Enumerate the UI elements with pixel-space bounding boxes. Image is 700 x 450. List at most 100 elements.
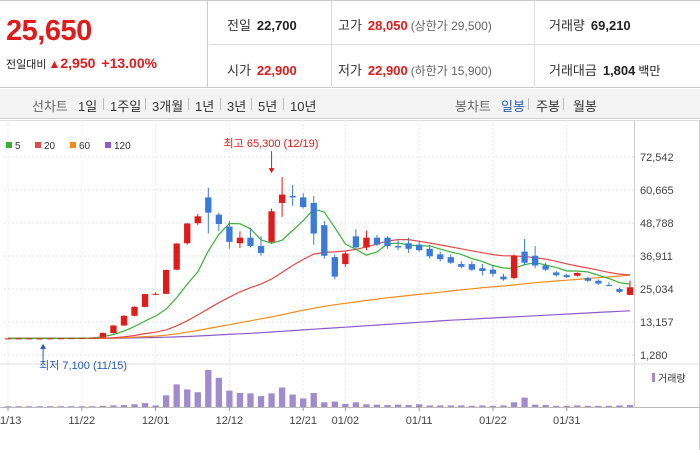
- min-arrow-head: [40, 343, 47, 349]
- y-tick-label: 25,034: [640, 284, 674, 296]
- candle-body: [226, 226, 233, 242]
- low-label: 저가: [338, 63, 362, 78]
- volume-bar: [447, 405, 454, 407]
- candle-body: [268, 211, 275, 242]
- candle-body: [247, 237, 254, 247]
- volume-bar: [162, 395, 170, 407]
- volume-bar: [205, 370, 212, 407]
- candle-body: [173, 243, 180, 270]
- volume-bar: [236, 392, 244, 407]
- divider: [188, 98, 189, 110]
- candle-body: [78, 337, 85, 339]
- volume-bar: [489, 405, 497, 407]
- candle-body: [342, 253, 349, 265]
- candle-body: [236, 237, 244, 244]
- line-chart-label: 선차트: [32, 99, 68, 114]
- legend-swatch: [70, 142, 76, 148]
- quote-summary: 25,650 전일대비 ▲2,950 +13.00% 전일 22,700 고가 28,0…: [0, 0, 700, 88]
- x-tick-label: 01/11: [406, 415, 433, 427]
- candle-body: [15, 338, 22, 340]
- volume-bar: [89, 406, 96, 407]
- candle-body: [25, 338, 33, 340]
- candle-body: [605, 284, 613, 286]
- candle-body: [584, 277, 591, 281]
- candle-body: [162, 269, 170, 294]
- volume-bar: [342, 403, 349, 407]
- current-price: 25,650: [6, 15, 92, 47]
- candle-body: [152, 293, 159, 295]
- volume-bar: [616, 405, 623, 407]
- volume-bar: [278, 387, 286, 407]
- chart-canvas: 5 20 60 120 최고 65,300 (12/19) 최저 7,100 (11/1…: [0, 120, 700, 450]
- y-tick-label: 1,280: [640, 350, 668, 362]
- volume-bar: [68, 406, 75, 407]
- candle-weekly[interactable]: 주봉: [536, 99, 560, 114]
- volume-bar: [247, 393, 254, 407]
- x-tick-label: 11/22: [68, 415, 95, 427]
- legend-label: 60: [79, 141, 91, 152]
- prev-close-label: 전일: [227, 18, 251, 33]
- candle-monthly[interactable]: 월봉: [573, 99, 597, 114]
- divider: [145, 98, 146, 110]
- period-3y[interactable]: 3년: [227, 99, 247, 114]
- volume-bar: [173, 384, 180, 407]
- volume-bar: [415, 404, 423, 407]
- turnover-value: 1,804: [602, 63, 636, 78]
- candle-body: [531, 255, 539, 266]
- volume-bar: [437, 405, 444, 407]
- candle-body: [352, 236, 360, 248]
- lower-limit: (하한가 15,900): [410, 64, 492, 78]
- candle-body: [4, 338, 12, 340]
- candle-body: [278, 194, 286, 203]
- candle-body: [574, 272, 581, 276]
- candle-body: [489, 269, 497, 274]
- volume-bar: [468, 405, 476, 407]
- period-1d[interactable]: 1일: [78, 99, 98, 114]
- candle-body: [373, 237, 381, 245]
- volume-bar: [257, 396, 265, 407]
- period-1w[interactable]: 1주일: [110, 99, 142, 114]
- candle-body: [415, 244, 423, 251]
- candle-body: [310, 202, 317, 234]
- divider: [103, 98, 104, 110]
- volume-bar: [131, 404, 138, 407]
- x-tick-label: 12/12: [216, 415, 244, 427]
- candle-body: [36, 338, 43, 340]
- volume-bar: [553, 405, 560, 407]
- candle-body: [300, 197, 307, 208]
- volume-bar: [479, 405, 486, 407]
- candle-body: [500, 276, 507, 280]
- candle-body: [405, 243, 412, 249]
- candle-body: [141, 294, 149, 307]
- volume-bar: [352, 402, 360, 407]
- candle-body: [468, 264, 476, 270]
- volume-bar: [500, 405, 507, 407]
- legend-swatch: [105, 142, 111, 148]
- legend-label: 20: [44, 141, 56, 152]
- period-5y[interactable]: 5년: [258, 99, 278, 114]
- period-1y[interactable]: 1년: [195, 99, 215, 114]
- y-tick-label: 13,157: [640, 317, 674, 329]
- candle-daily[interactable]: 일봉: [501, 99, 525, 114]
- y-tick-label: 36,911: [640, 251, 673, 263]
- candle-body: [626, 287, 634, 295]
- prev-close: 전일 22,700: [227, 15, 297, 34]
- open-value: 22,900: [256, 63, 297, 78]
- candle-body: [331, 257, 338, 277]
- candle-body: [289, 196, 296, 198]
- candle-body: [205, 197, 212, 213]
- volume-bar: [363, 404, 370, 407]
- volume-bar: [120, 405, 128, 407]
- volume-bar: [563, 405, 570, 407]
- period-3m[interactable]: 3개월: [152, 99, 184, 114]
- legend-label: 5: [15, 141, 21, 152]
- volume-bar: [194, 392, 201, 407]
- period-10y[interactable]: 10년: [290, 99, 317, 114]
- candle-body: [384, 237, 391, 247]
- min-annotation: 최저 7,100 (11/15): [39, 359, 127, 372]
- volume-bar: [458, 405, 465, 407]
- volume-bar: [25, 406, 33, 407]
- candle-body: [479, 268, 486, 272]
- volume-bar: [331, 401, 338, 407]
- candle-body: [437, 254, 444, 260]
